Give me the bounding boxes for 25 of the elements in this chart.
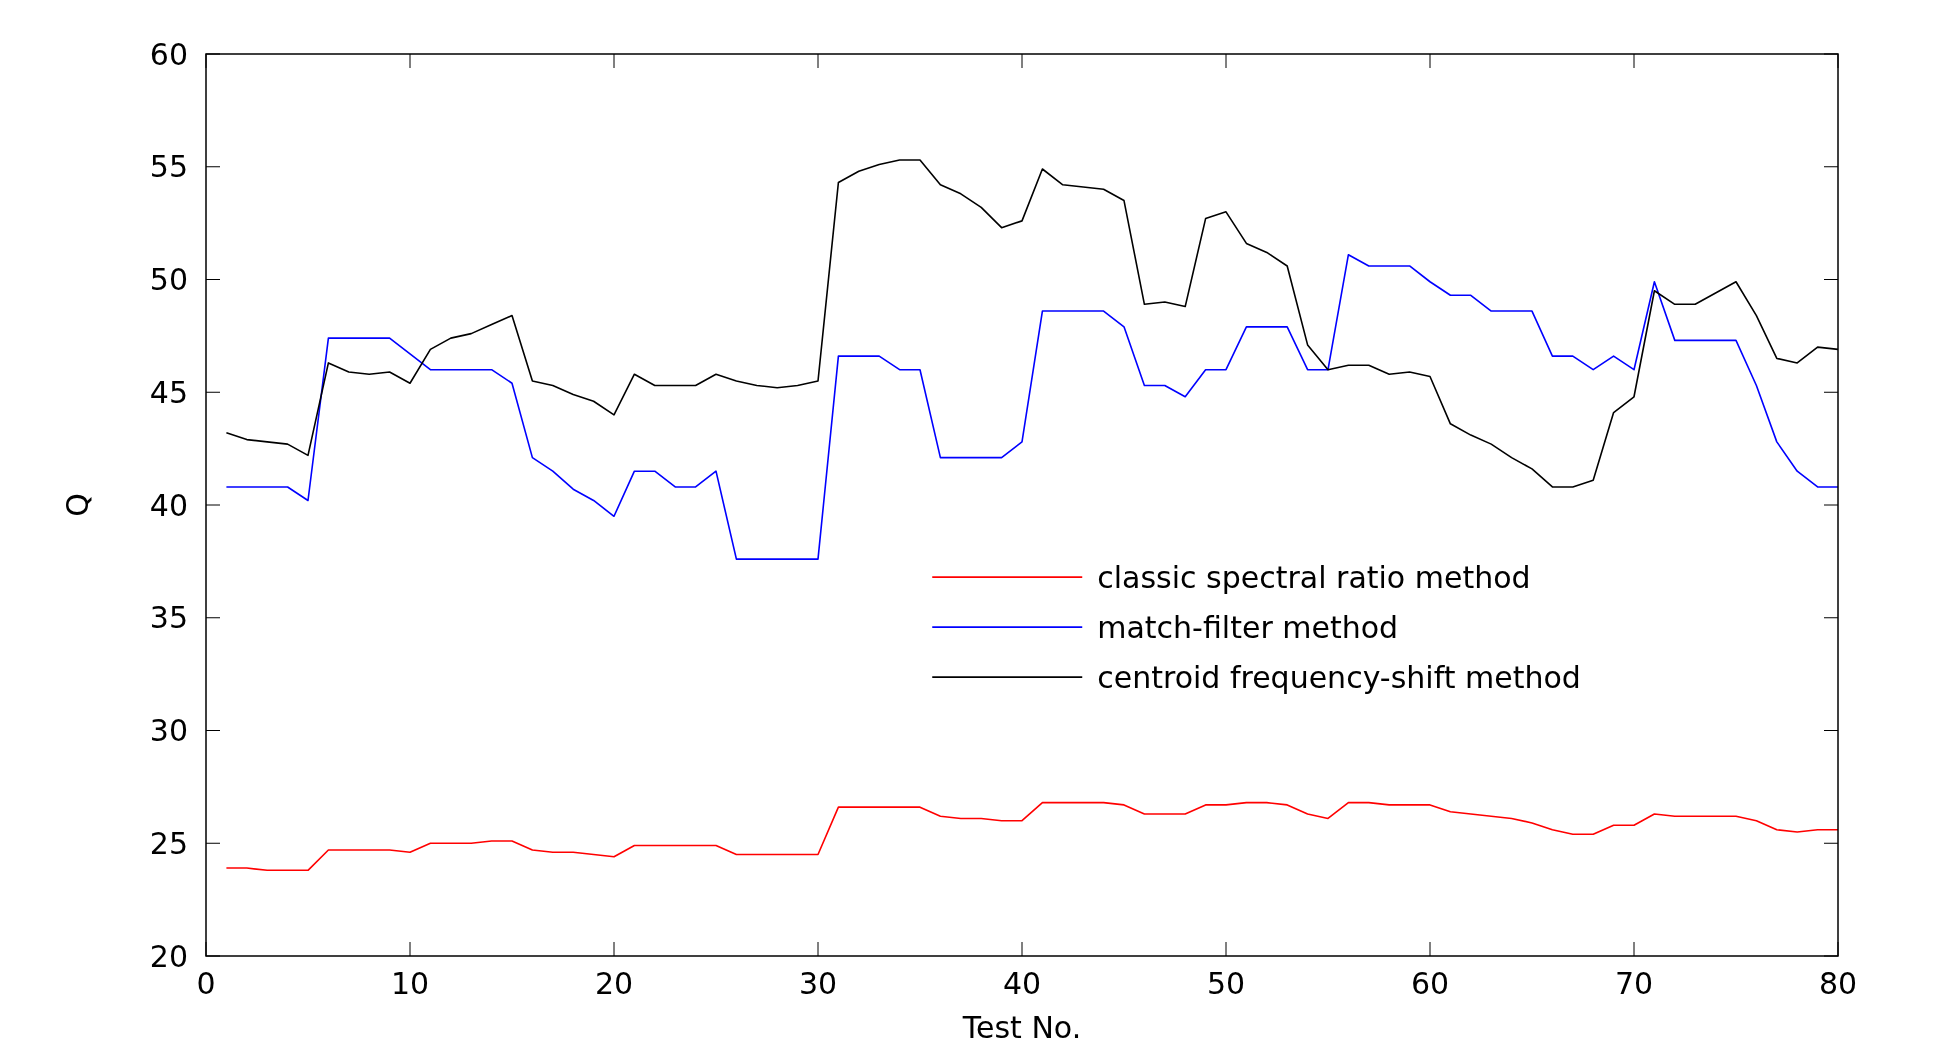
y-tick-label: 50 bbox=[149, 262, 188, 297]
y-tick-label: 55 bbox=[149, 149, 188, 185]
x-tick-label: 30 bbox=[798, 966, 838, 1001]
y-tick-label: 30 bbox=[149, 713, 188, 748]
x-tick-label: 40 bbox=[1002, 966, 1042, 1001]
y-tick-label: 20 bbox=[149, 938, 188, 974]
y-tick-label: 40 bbox=[149, 487, 188, 523]
x-tick-label: 10 bbox=[390, 966, 430, 1001]
x-tick-label: 70 bbox=[1614, 966, 1654, 1001]
y-tick-label: 60 bbox=[149, 36, 188, 72]
x-tick-label: 20 bbox=[594, 966, 634, 1001]
line-series bbox=[225, 253, 1839, 560]
x-tick-label: 60 bbox=[1410, 966, 1450, 1001]
x-tick-label: 0 bbox=[196, 966, 216, 1001]
x-axis-title: Test No. bbox=[961, 1010, 1082, 1045]
y-tick-label: 45 bbox=[149, 374, 188, 410]
y-tick-label: 35 bbox=[149, 600, 188, 636]
legend-label: match-filter method bbox=[1097, 609, 1399, 645]
legend-label: classic spectral ratio method bbox=[1097, 559, 1531, 595]
y-tick-label: 25 bbox=[149, 825, 188, 861]
y-axis-title: Q bbox=[60, 493, 95, 517]
x-tick-label: 50 bbox=[1206, 966, 1246, 1001]
legend-label: centroid frequency-shift method bbox=[1097, 659, 1581, 695]
line-series bbox=[225, 801, 1839, 872]
x-tick-label: 80 bbox=[1818, 966, 1858, 1001]
